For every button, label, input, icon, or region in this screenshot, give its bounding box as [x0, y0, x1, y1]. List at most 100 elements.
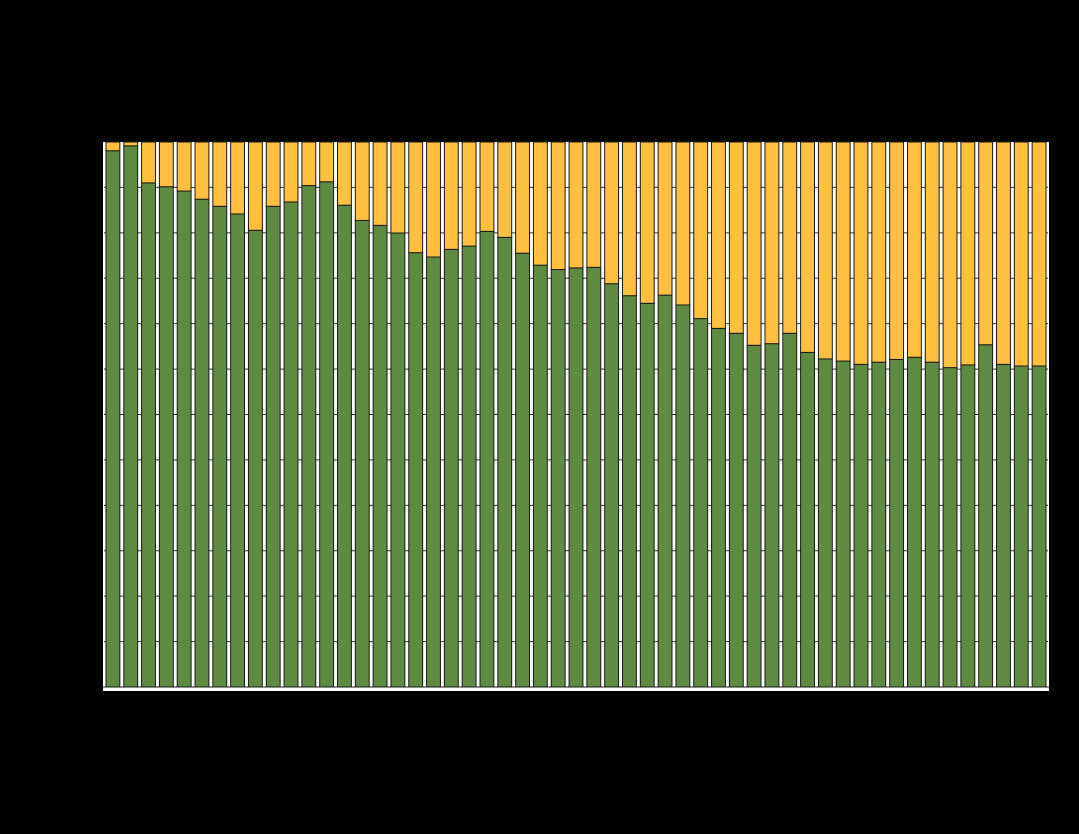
bar-segment-green — [550, 269, 566, 688]
bar-segment-yellow — [978, 141, 994, 346]
bar-segment-green — [693, 318, 709, 688]
bar-segment-green — [621, 295, 637, 688]
bar-segment-yellow — [230, 141, 246, 215]
bar-segment-green — [889, 358, 905, 688]
bar-segment-green — [515, 252, 531, 688]
bar-segment-yellow — [996, 141, 1011, 365]
bar-segment-green — [337, 204, 352, 688]
bar-segment-yellow — [835, 141, 851, 362]
bar-segment-green — [319, 181, 335, 688]
bar-segment-yellow — [889, 141, 905, 360]
bar-segment-green — [212, 205, 228, 688]
bar-segment-yellow — [176, 141, 192, 192]
bar-segment-green — [924, 361, 940, 688]
bar-segment-green — [461, 245, 477, 688]
bar-segment-green — [532, 264, 548, 688]
bar-segment-yellow — [194, 141, 210, 200]
bar-segment-yellow — [746, 141, 762, 346]
bars — [105, 141, 1047, 688]
bar-segment-green — [800, 351, 815, 688]
bar-segment-yellow — [265, 141, 281, 207]
bar-segment-green — [247, 229, 263, 688]
bar-segment-green — [1013, 365, 1029, 688]
bar-segment-yellow — [497, 141, 513, 238]
bar-segment-green — [443, 248, 459, 688]
bar-segment-yellow — [105, 141, 121, 152]
bar-segment-yellow — [319, 141, 335, 183]
bar-segment-yellow — [247, 141, 263, 231]
bar-segment-green — [372, 224, 388, 688]
bar-segment-green — [158, 186, 174, 688]
bar-segment-yellow — [871, 141, 887, 363]
bar-segment-yellow — [693, 141, 709, 320]
bar-segment-green — [497, 236, 513, 688]
bar-segment-yellow — [1031, 141, 1047, 367]
bar-segment-green — [835, 360, 851, 688]
bar-segment-yellow — [621, 141, 637, 297]
bar-segment-yellow — [283, 141, 299, 203]
bar-segment-green — [354, 219, 370, 688]
bar-segment-yellow — [123, 141, 139, 147]
bar-segment-yellow — [924, 141, 940, 363]
bar-segment-yellow — [212, 141, 228, 207]
bar-segment-yellow — [141, 141, 156, 184]
bar-segment-yellow — [550, 141, 566, 271]
bar-segment-yellow — [532, 141, 548, 266]
bar-segment-green — [301, 185, 317, 688]
bar-segment-green — [675, 304, 691, 688]
bar-segment-yellow — [960, 141, 976, 366]
bar-segment-green — [230, 213, 246, 688]
bar-segment-green — [265, 205, 281, 688]
bar-segment-yellow — [515, 141, 531, 254]
bar-segment-yellow — [782, 141, 798, 334]
bar-segment-yellow — [390, 141, 406, 234]
bar-segment-yellow — [586, 141, 602, 268]
bar-segment-yellow — [158, 141, 174, 188]
bar-segment-green — [194, 198, 210, 688]
bar-segment-yellow — [853, 141, 869, 365]
bar-segment-yellow — [728, 141, 744, 334]
bar-segment-green — [426, 256, 441, 688]
bar-segment-yellow — [461, 141, 477, 247]
bar-segment-yellow — [479, 141, 495, 232]
bar-segment-yellow — [817, 141, 833, 360]
bar-segment-green — [906, 356, 922, 688]
bar-segment-green — [978, 344, 994, 688]
bar-segment-yellow — [764, 141, 780, 345]
bar-segment-green — [746, 344, 762, 688]
bar-segment-green — [141, 182, 156, 688]
bar-segment-green — [942, 367, 958, 688]
bar-segment-yellow — [354, 141, 370, 221]
bar-segment-green — [586, 266, 602, 688]
bar-segment-green — [639, 302, 655, 688]
bar-segment-green — [871, 361, 887, 688]
bar-segment-green — [408, 252, 424, 688]
bar-segment-green — [996, 363, 1011, 688]
bar-segment-yellow — [675, 141, 691, 306]
bar-segment-green — [1031, 365, 1047, 688]
bar-segment-yellow — [372, 141, 388, 226]
bar-segment-green — [960, 364, 976, 688]
bar-segment-yellow — [337, 141, 352, 206]
bar-segment-yellow — [443, 141, 459, 250]
bar-segment-yellow — [657, 141, 673, 296]
bar-segment-green — [657, 294, 673, 688]
bar-segment-green — [604, 283, 620, 688]
bar-segment-green — [123, 145, 139, 688]
bar-segment-yellow — [426, 141, 441, 258]
bar-segment-green — [283, 201, 299, 688]
bar-segment-yellow — [942, 141, 958, 369]
bar-segment-green — [568, 267, 584, 688]
bar-segment-yellow — [800, 141, 815, 353]
bar-segment-green — [817, 358, 833, 688]
bar-segment-yellow — [604, 141, 620, 285]
bar-segment-yellow — [1013, 141, 1029, 367]
bar-segment-yellow — [711, 141, 726, 329]
bar-segment-yellow — [906, 141, 922, 358]
bar-segment-green — [853, 363, 869, 688]
bar-segment-green — [105, 150, 121, 688]
bar-segment-green — [711, 327, 726, 688]
bar-segment-yellow — [408, 141, 424, 254]
